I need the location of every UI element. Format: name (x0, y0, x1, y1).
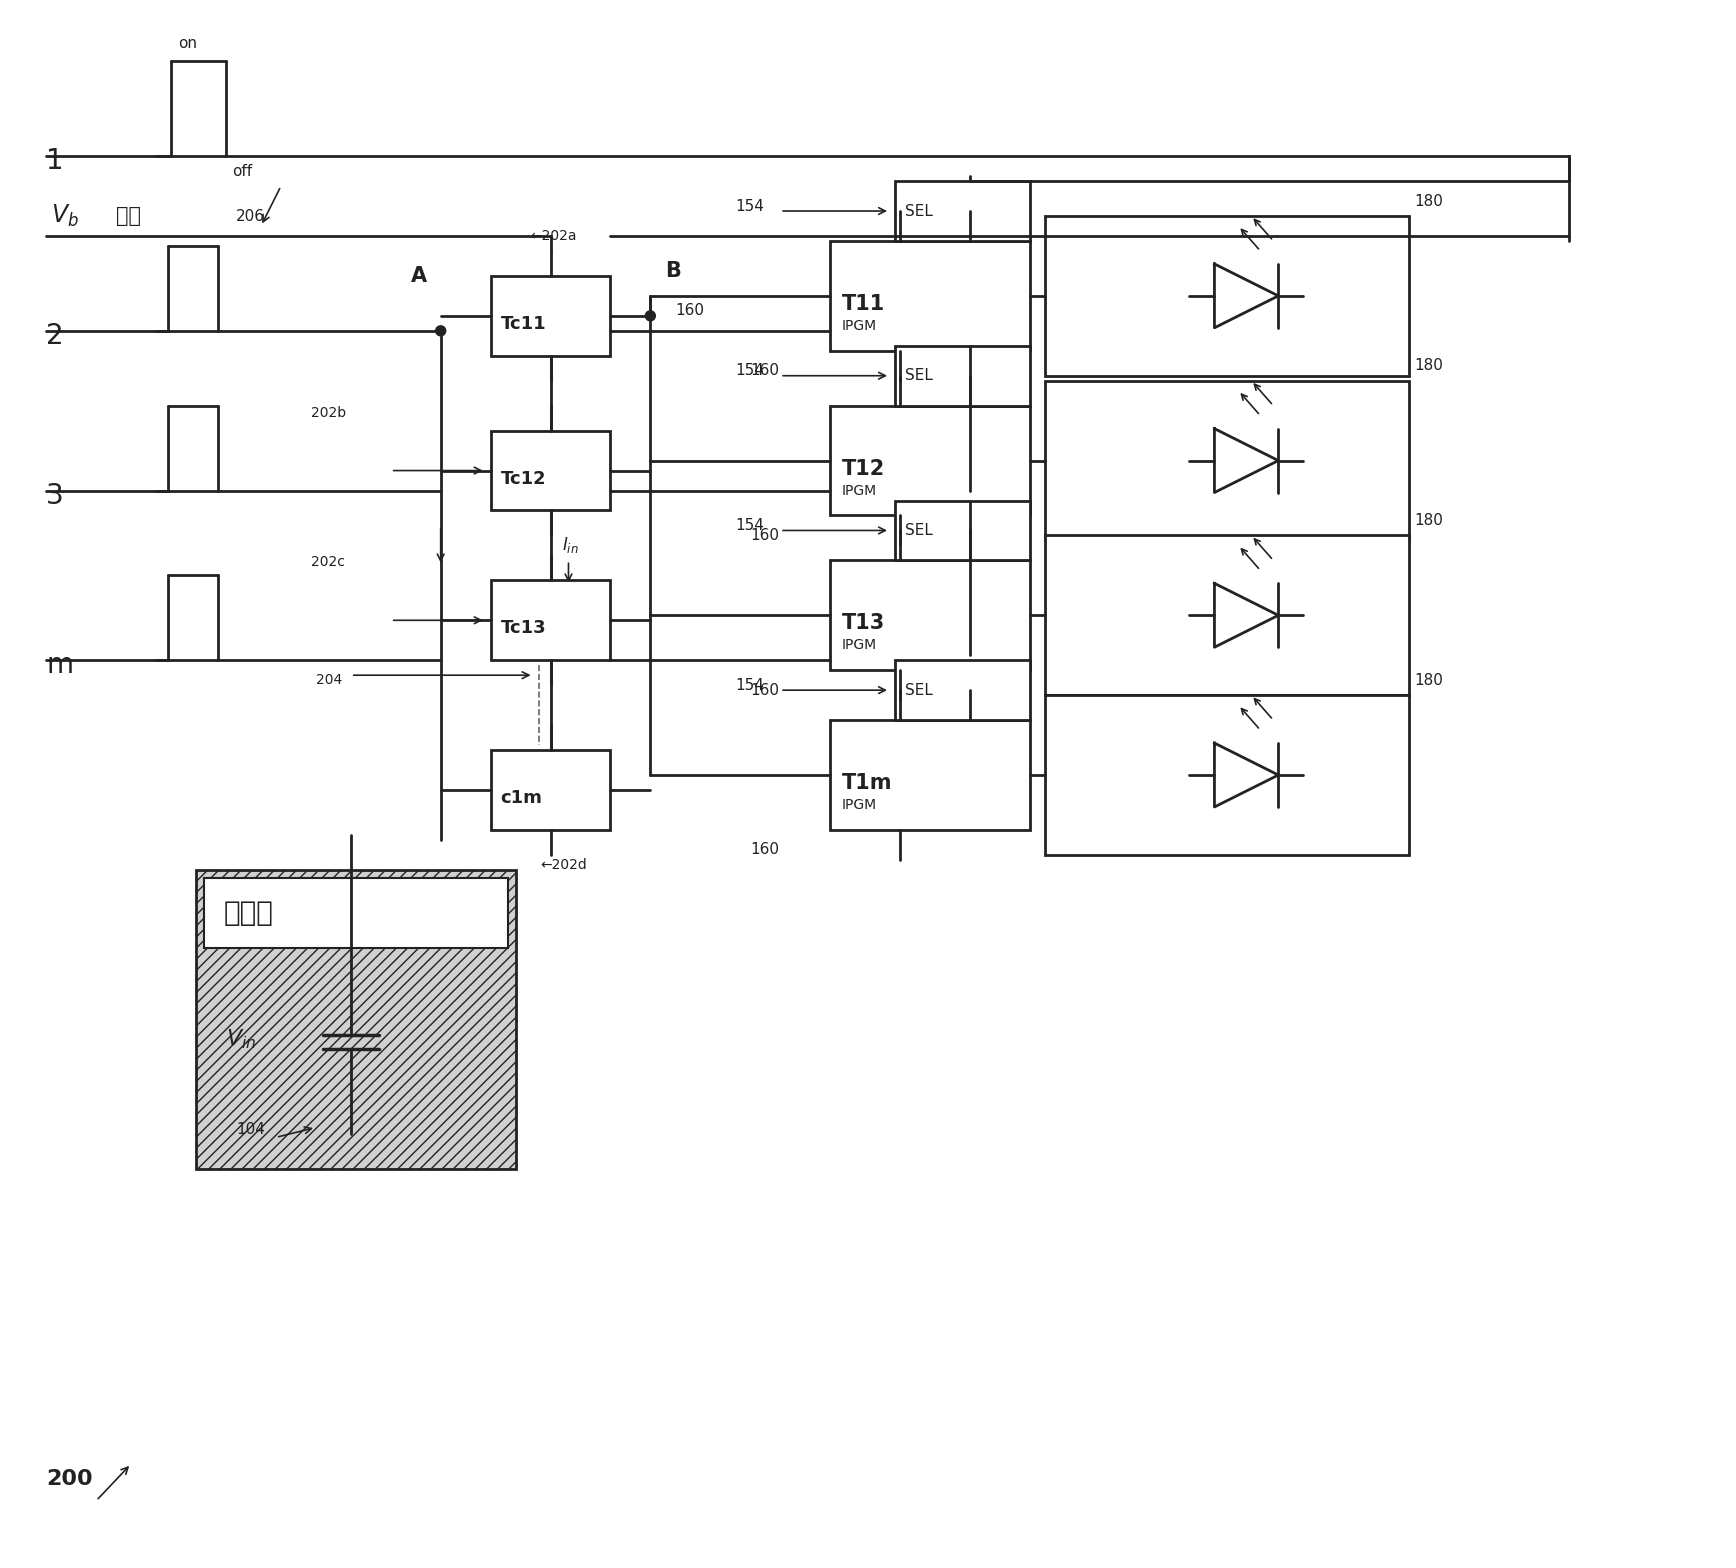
Text: 2: 2 (47, 321, 64, 350)
Text: 202b: 202b (311, 406, 345, 420)
Text: 1: 1 (47, 147, 64, 176)
Bar (896, 500, 1029, 560)
Text: off: off (233, 163, 252, 179)
Text: B: B (665, 260, 681, 281)
Text: 160: 160 (675, 303, 705, 318)
Text: 180: 180 (1415, 673, 1443, 688)
Bar (491, 276, 611, 356)
Text: 160: 160 (750, 842, 779, 858)
Text: SEL: SEL (904, 524, 932, 538)
Text: $I_{in}$: $I_{in}$ (562, 535, 580, 555)
Text: c1m: c1m (500, 789, 542, 808)
Bar (830, 560, 1029, 670)
Text: 180: 180 (1415, 193, 1443, 209)
Text: IPGM: IPGM (842, 318, 877, 332)
Bar (196, 870, 516, 1170)
Text: 180: 180 (1415, 358, 1443, 373)
Text: T13: T13 (842, 613, 885, 633)
Text: 104: 104 (236, 1121, 266, 1137)
Text: 206: 206 (236, 209, 266, 224)
Text: ←202d: ←202d (540, 858, 587, 872)
Text: $V_{in}$: $V_{in}$ (226, 1027, 257, 1052)
Text: 154: 154 (736, 677, 764, 693)
Text: 160: 160 (750, 682, 779, 698)
Text: SEL: SEL (904, 682, 932, 698)
Bar (830, 406, 1029, 516)
Bar (491, 750, 611, 829)
Bar (1045, 381, 1410, 541)
Bar (1045, 535, 1410, 695)
Text: 160: 160 (750, 364, 779, 378)
Text: ←202a: ←202a (531, 229, 576, 243)
Bar (491, 580, 611, 660)
Bar (491, 431, 611, 511)
Text: Tc11: Tc11 (500, 315, 547, 332)
Text: IPGM: IPGM (842, 798, 877, 812)
Text: Tc13: Tc13 (500, 619, 547, 637)
Text: 202c: 202c (311, 555, 345, 569)
Bar (896, 180, 1029, 241)
Bar (1045, 695, 1410, 855)
Text: m: m (47, 651, 73, 679)
Bar (830, 241, 1029, 351)
Text: IPGM: IPGM (842, 638, 877, 652)
Bar (896, 347, 1029, 406)
Text: 204: 204 (316, 673, 342, 687)
Text: 偏压: 偏压 (116, 205, 141, 226)
Text: SEL: SEL (904, 368, 932, 383)
Circle shape (646, 310, 656, 321)
Text: Tc12: Tc12 (500, 469, 547, 488)
Text: SEL: SEL (904, 204, 932, 218)
Text: 154: 154 (736, 199, 764, 213)
Text: T11: T11 (842, 293, 885, 314)
Text: A: A (411, 267, 427, 285)
Text: 154: 154 (736, 517, 764, 533)
Bar (205, 878, 507, 947)
Text: on: on (179, 36, 198, 50)
Circle shape (436, 326, 446, 336)
Text: 160: 160 (750, 528, 779, 543)
Text: 200: 200 (47, 1469, 94, 1488)
Bar (1045, 216, 1410, 376)
Text: IPGM: IPGM (842, 483, 877, 497)
Text: 3: 3 (47, 481, 64, 510)
Text: 154: 154 (736, 364, 764, 378)
Bar (896, 660, 1029, 720)
Text: T12: T12 (842, 458, 885, 478)
Text: 180: 180 (1415, 513, 1443, 528)
Text: 驱动器: 驱动器 (224, 898, 274, 927)
Text: T1m: T1m (842, 773, 892, 793)
Bar (830, 720, 1029, 829)
Text: $V_b$: $V_b$ (52, 202, 80, 229)
